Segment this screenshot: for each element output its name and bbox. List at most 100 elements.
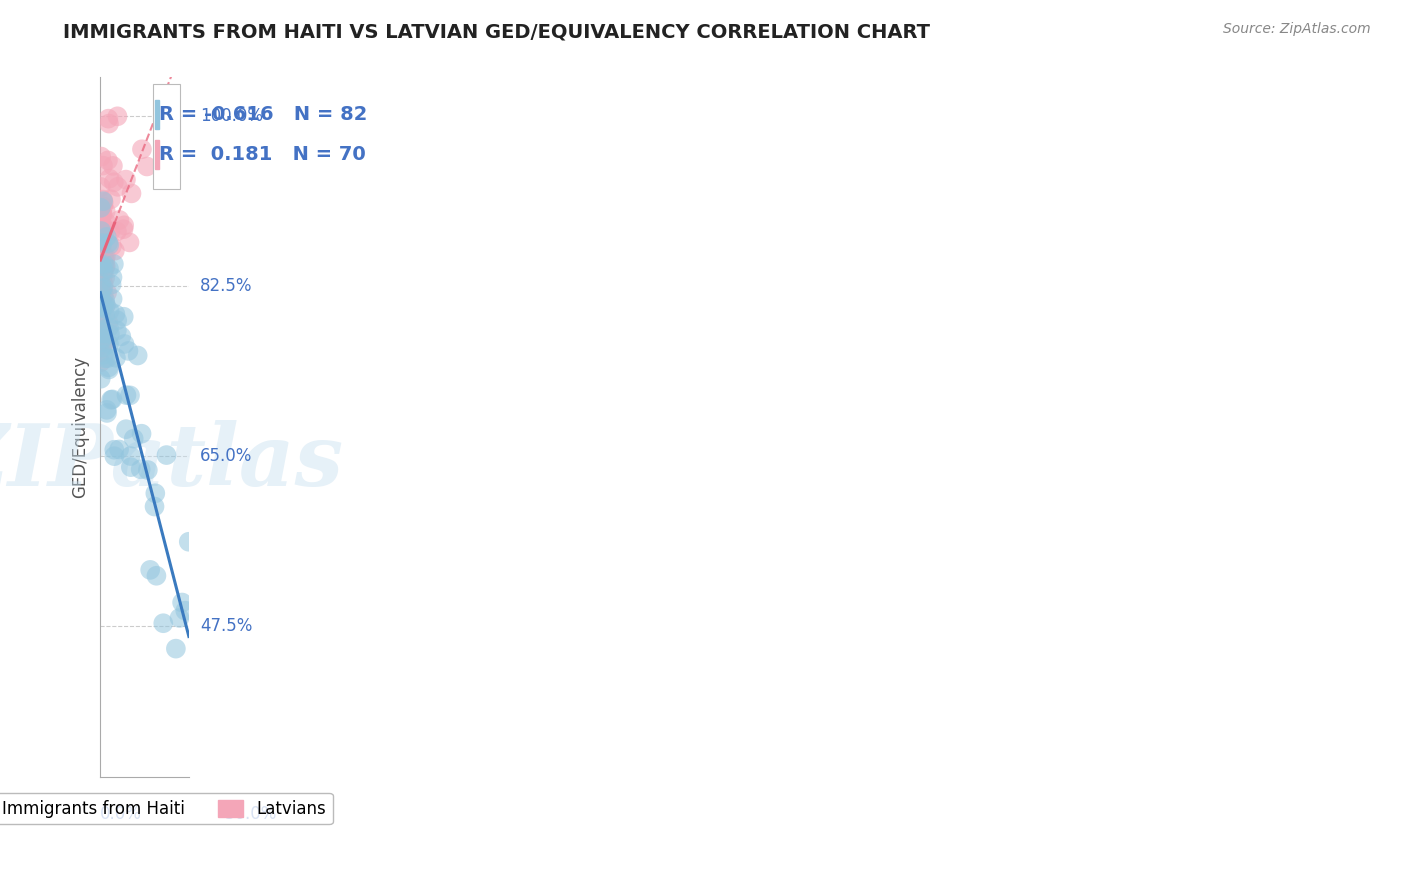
Point bbox=[90, 293, 112, 308]
Point bbox=[98, 337, 121, 351]
Point bbox=[91, 159, 114, 173]
Point bbox=[103, 175, 125, 189]
Point bbox=[91, 341, 114, 355]
Point bbox=[93, 336, 115, 351]
Point bbox=[115, 388, 138, 402]
Point bbox=[90, 239, 112, 253]
Point bbox=[91, 337, 114, 351]
Point bbox=[93, 326, 115, 341]
Point bbox=[90, 276, 112, 290]
Point bbox=[120, 460, 142, 475]
Point bbox=[118, 235, 141, 250]
Text: 100.0%: 100.0% bbox=[200, 107, 263, 125]
Text: IMMIGRANTS FROM HAITI VS LATVIAN GED/EQUIVALENCY CORRELATION CHART: IMMIGRANTS FROM HAITI VS LATVIAN GED/EQU… bbox=[63, 22, 931, 41]
Text: R =  0.181   N = 70: R = 0.181 N = 70 bbox=[159, 145, 366, 164]
Point bbox=[114, 337, 136, 351]
Point bbox=[105, 323, 128, 337]
Point bbox=[155, 448, 177, 462]
Point bbox=[94, 293, 117, 308]
Point bbox=[91, 269, 114, 284]
Point bbox=[98, 303, 121, 318]
Point bbox=[90, 211, 112, 225]
Point bbox=[152, 616, 174, 631]
Point bbox=[90, 217, 112, 231]
Point bbox=[104, 244, 127, 258]
Point bbox=[98, 261, 121, 276]
Point bbox=[110, 329, 132, 343]
Point bbox=[91, 199, 114, 213]
Point bbox=[90, 150, 112, 164]
Point bbox=[94, 271, 117, 285]
Point bbox=[94, 260, 117, 274]
Point bbox=[90, 180, 112, 194]
Point bbox=[93, 297, 115, 311]
Point bbox=[91, 260, 114, 274]
Point bbox=[90, 284, 112, 298]
Point bbox=[90, 300, 112, 314]
Point bbox=[143, 500, 166, 514]
Point bbox=[94, 250, 117, 264]
Point bbox=[90, 372, 112, 386]
Text: 50.0%: 50.0% bbox=[225, 805, 277, 822]
Point bbox=[165, 641, 187, 656]
Point bbox=[96, 285, 118, 300]
Point bbox=[169, 611, 191, 625]
Point bbox=[122, 432, 145, 446]
Point bbox=[97, 112, 120, 126]
Point bbox=[90, 296, 112, 310]
Point bbox=[118, 388, 141, 402]
Point bbox=[100, 225, 122, 239]
Point bbox=[103, 449, 125, 463]
Text: R = -0.616   N = 82: R = -0.616 N = 82 bbox=[159, 105, 368, 124]
Point bbox=[96, 402, 118, 417]
Point bbox=[117, 343, 139, 358]
Point bbox=[93, 348, 115, 362]
Point bbox=[145, 568, 167, 582]
Point bbox=[94, 253, 117, 268]
Point bbox=[94, 204, 117, 219]
Point bbox=[90, 277, 112, 291]
Point bbox=[112, 219, 135, 233]
Point bbox=[112, 310, 135, 324]
Point bbox=[97, 360, 120, 375]
Y-axis label: GED/Equivalency: GED/Equivalency bbox=[72, 356, 89, 499]
Legend: Immigrants from Haiti, Latvians: Immigrants from Haiti, Latvians bbox=[0, 793, 333, 824]
Point bbox=[91, 323, 114, 337]
Point bbox=[98, 320, 121, 334]
Bar bbox=[155, 140, 159, 169]
Point bbox=[97, 153, 120, 168]
Point bbox=[112, 222, 135, 236]
Point bbox=[98, 117, 121, 131]
Point bbox=[100, 192, 122, 206]
Point bbox=[94, 308, 117, 322]
Point bbox=[98, 171, 121, 186]
Point bbox=[108, 213, 131, 227]
Point bbox=[90, 355, 112, 369]
Point bbox=[101, 292, 124, 306]
Point bbox=[104, 307, 127, 321]
Point bbox=[90, 287, 112, 301]
Point bbox=[100, 392, 122, 407]
Point bbox=[131, 426, 153, 441]
Point bbox=[101, 239, 124, 253]
Point bbox=[127, 349, 149, 363]
Point bbox=[174, 604, 197, 618]
Point bbox=[94, 298, 117, 312]
Point bbox=[90, 268, 112, 282]
Point bbox=[97, 236, 120, 251]
Point bbox=[91, 334, 114, 348]
Point bbox=[96, 215, 118, 229]
Point bbox=[172, 595, 194, 609]
Point bbox=[93, 250, 115, 264]
Point bbox=[91, 264, 114, 278]
Point bbox=[91, 194, 114, 209]
Point bbox=[91, 207, 114, 221]
Point bbox=[91, 248, 114, 262]
Point bbox=[98, 238, 121, 252]
Point bbox=[91, 235, 114, 250]
Point bbox=[91, 299, 114, 313]
Point bbox=[101, 392, 124, 407]
FancyBboxPatch shape bbox=[153, 85, 180, 189]
Point bbox=[98, 327, 121, 342]
Point bbox=[90, 224, 112, 238]
